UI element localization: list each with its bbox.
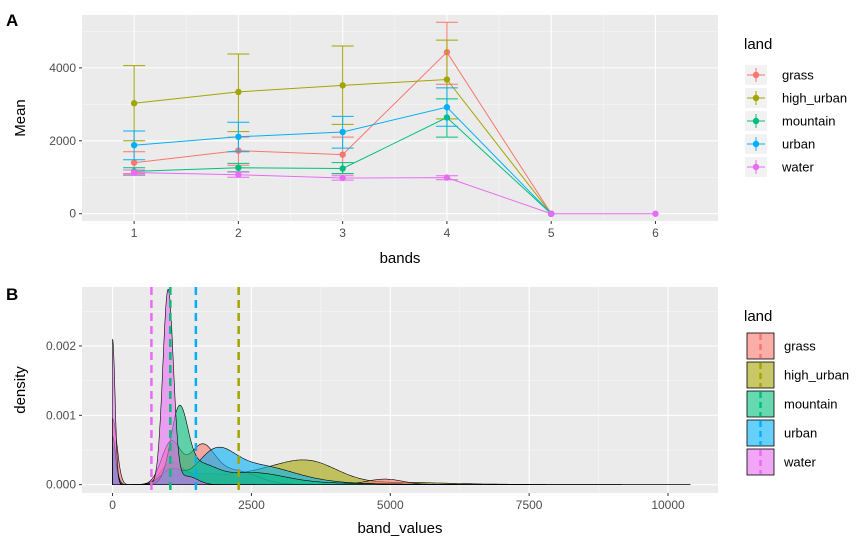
panel-a-legend-key-point [752,94,760,102]
panel-b-legend-label: mountain [784,397,837,412]
panel-a-chart: A 1 2 3 4 5 6 0 2000 4000 bands Mean land grass h… [6,11,847,267]
panel-b-chart: B 0 2500 5000 7500 10000 0.000 0.001 0.002 band… [6,285,849,537]
panel-b-legend: land grass high_urban mountain urban water [744,308,849,476]
panel-b-x-tick-label: 2500 [238,498,265,512]
panel-b-density-water [112,288,257,485]
panel-b-legend-title: land [744,308,772,325]
panel-a-point-urban [235,133,242,140]
panel-a-legend-item-mountain: mountain [745,111,835,131]
panel-a-y-axis-title: Mean [12,99,29,137]
panel-b-x-tick-label: 7500 [516,498,543,512]
panel-b-x-tick-label: 0 [109,498,116,512]
panel-a-legend-key-point [752,71,760,79]
panel-a-point-mountain [235,164,242,171]
panel-a-point-water [130,169,138,176]
panel-a-y-tick-label: 0 [69,207,76,221]
panel-b-x-tick-label: 10000 [651,498,685,512]
panel-a-legend-label: mountain [782,114,835,129]
panel-a-x-tick-label: 2 [235,226,242,240]
panel-b-y-tick-label: 0.002 [46,339,76,353]
panel-b-x-tick-label: 5000 [377,498,404,512]
panel-a-point-grass [339,151,346,158]
panel-b-tag: B [6,285,18,304]
panel-a-y-tick-label: 2000 [49,134,76,148]
panel-a-point-mountain [339,165,346,172]
panel-b-legend-label: high_urban [784,368,849,383]
panel-b-legend-item-water: water [746,448,816,476]
panel-b-legend-label: water [783,455,816,470]
panel-a-x-tick-label: 3 [339,226,346,240]
panel-a-point-water [339,174,346,182]
panel-a-y-tick-label: 4000 [49,61,76,75]
panel-b-axes: 0 2500 5000 7500 10000 0.000 0.001 0.002 [46,339,685,512]
panel-a-point-high-urban [339,82,346,89]
panel-a-legend-label: urban [782,137,815,152]
panel-a-point-high-urban [130,100,138,107]
panel-a-series-layer [123,21,659,217]
panel-a-point-water [652,210,659,217]
panel-a-x-axis-title: bands [380,250,421,267]
panel-a-point-high-urban [235,88,242,96]
panel-a-line-water [134,172,656,215]
panel-b-mean-lines [150,287,240,493]
panel-b-legend-item-mountain: mountain [746,390,837,418]
panel-a-legend-key-point [752,117,760,125]
panel-a-legend-item-water: water [745,157,814,177]
panel-b-density-mountain [112,404,502,485]
panel-a-tag: A [6,11,18,30]
panel-a-legend-label: water [781,160,814,175]
panel-a-point-high-urban [443,76,451,83]
panel-a-legend-item-urban: urban [745,134,815,154]
panel-a-legend-key-point [752,163,760,171]
panel-a-point-grass [130,159,138,166]
panel-b-x-axis-title: band_values [357,520,442,537]
panel-a-legend-item-grass: grass [745,65,814,85]
panel-b-y-axis-title: density [12,366,29,414]
panel-a-axes: 1 2 3 4 5 6 0 2000 4000 [49,61,659,240]
panel-a-x-tick-label: 6 [652,226,659,240]
panel-b-legend-label: urban [784,426,817,441]
panel-a-point-water [547,210,555,217]
panel-a-point-water [443,174,451,181]
panel-b-legend-label: grass [784,339,816,354]
panel-a-x-tick-label: 5 [548,226,555,240]
panel-a-legend-item-high-urban: high_urban [745,88,847,108]
panel-a-legend: land grass high_urban mountain urban water [744,36,847,177]
panel-a-legend-label: grass [782,68,814,83]
panel-a-legend-title: land [744,36,772,53]
panel-a-x-tick-label: 1 [131,226,138,240]
panel-a-series-water [123,169,659,217]
panel-b-y-tick-label: 0.000 [46,478,76,492]
panel-a-point-water [235,171,242,178]
panel-a-legend-key-point [752,140,760,148]
panel-a-point-urban [130,141,138,149]
panel-b-legend-item-high-urban: high_urban [746,361,849,389]
panel-a-point-urban [339,128,346,136]
panel-a-point-urban [443,104,451,111]
panel-b-legend-item-grass: grass [746,332,816,360]
panel-b-series-layer [112,288,691,485]
panel-b-y-tick-label: 0.001 [46,408,76,422]
panel-a-x-tick-label: 4 [444,226,451,240]
panel-b-legend-item-urban: urban [746,419,817,447]
panel-a-legend-label: high_urban [782,91,847,106]
